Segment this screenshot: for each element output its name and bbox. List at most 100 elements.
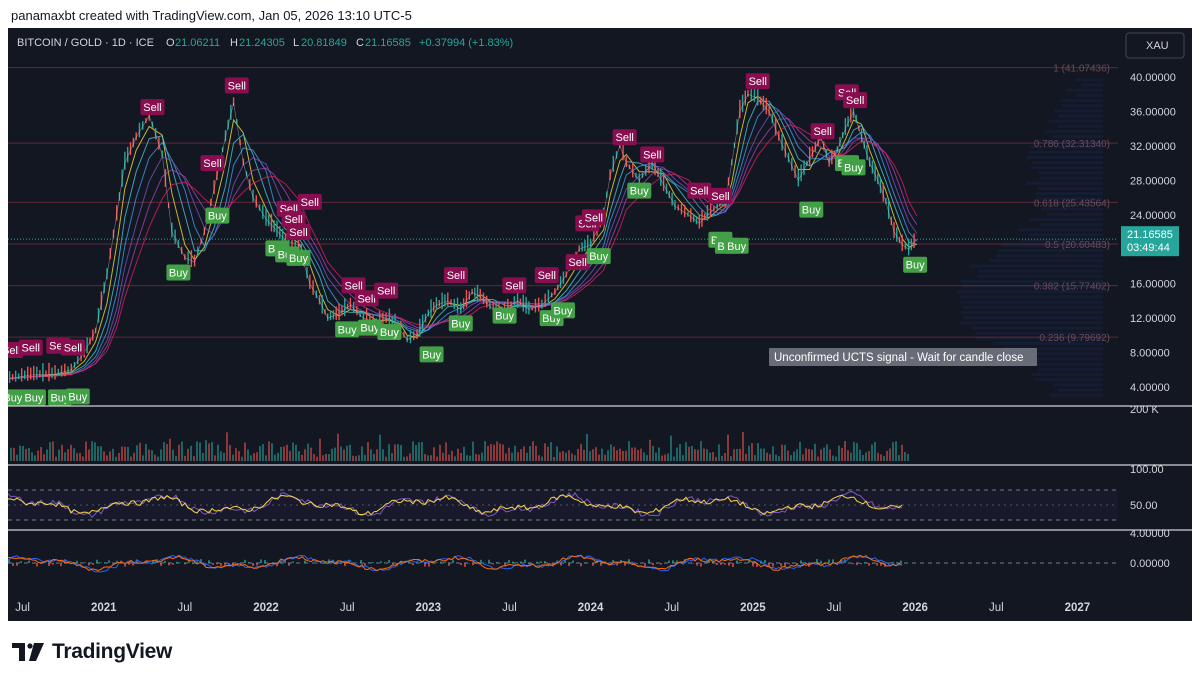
- macd-histogram-bar: [160, 563, 162, 566]
- macd-histogram-bar: [96, 559, 98, 563]
- volume-bar: [838, 445, 840, 461]
- time-axis-tick: 2024: [578, 602, 604, 614]
- sell-signal-box: [843, 92, 868, 109]
- sell-signal-box: [687, 182, 712, 199]
- symbol-badge-box[interactable]: [1125, 32, 1185, 59]
- volume-bar: [541, 456, 543, 461]
- volume-bar: [865, 452, 867, 461]
- volume-bar: [52, 441, 54, 461]
- volume-bar: [352, 455, 354, 461]
- buy-signal-label: Buy: [360, 323, 379, 335]
- volume-bar: [115, 456, 117, 461]
- volume-bar: [538, 455, 540, 461]
- volume-bar: [241, 456, 243, 461]
- rsi-ma-line: [8, 494, 903, 516]
- volume-bar: [877, 452, 879, 461]
- buy-signal-box: [357, 319, 382, 336]
- volume-bar: [847, 450, 849, 461]
- macd-histogram-bar: [352, 563, 354, 564]
- volume-bar: [859, 449, 861, 461]
- volume-bar: [343, 449, 345, 461]
- ohlc-low-label: L: [293, 37, 299, 49]
- sell-signal-box: [140, 99, 165, 116]
- macd-histogram-bar: [852, 563, 854, 565]
- buy-signal-box: [724, 237, 749, 254]
- volume-bar: [514, 445, 516, 461]
- volume-bar: [49, 442, 51, 461]
- volume-bar: [217, 444, 219, 461]
- time-axis-tick: Jul: [989, 602, 1004, 614]
- volume-bar: [883, 455, 885, 461]
- volume-bar: [604, 454, 606, 461]
- price-axis[interactable]: 40.00000 36.00000 32.00000 28.00000 24.00000…: [1130, 72, 1176, 394]
- macd-histogram-bar: [676, 560, 678, 563]
- volume-profile-bar: [1021, 238, 1103, 242]
- volume-bar: [463, 446, 465, 461]
- volume-bar: [751, 443, 753, 461]
- time-axis-tick: Jul: [664, 602, 679, 614]
- volume-bar: [148, 449, 150, 461]
- volume-bar: [235, 448, 237, 461]
- sell-signal-box: [281, 211, 306, 228]
- macd-histogram-bar: [304, 560, 306, 563]
- volume-bar: [853, 441, 855, 461]
- volume-bar: [760, 448, 762, 461]
- sell-signal-box: [341, 277, 366, 294]
- volume-bar: [553, 456, 555, 461]
- volume-bar: [736, 449, 738, 461]
- volume-bar: [712, 452, 714, 461]
- sell-signal-box: [224, 77, 249, 94]
- volume-bar: [451, 450, 453, 461]
- tradingview-brand: TradingView: [52, 640, 173, 663]
- volume-bar: [202, 452, 204, 461]
- chart-svg[interactable]: BITCOIN / GOLD · 1D · ICE O 21.06211 H 2…: [0, 28, 1192, 621]
- volume-pane: [10, 432, 909, 461]
- volume-bar: [70, 444, 72, 461]
- time-axis[interactable]: Jul 2021 Jul 2022 Jul 2023 Jul 2024 Jul 2025 Jul 20…: [15, 602, 1090, 614]
- volume-profile-bar: [995, 254, 1103, 258]
- volume-bar: [475, 454, 477, 461]
- volume-bar: [334, 447, 336, 461]
- volume-bar: [901, 444, 903, 461]
- volume-bar: [697, 449, 699, 461]
- volume-bar: [169, 438, 171, 461]
- volume-profile-bar: [1044, 130, 1103, 134]
- volume-bar: [784, 444, 786, 461]
- volume-bar: [220, 451, 222, 461]
- macd-histogram-bar: [64, 559, 66, 563]
- volume-bar: [448, 454, 450, 461]
- volume-bar: [469, 455, 471, 461]
- volume-bar: [592, 449, 594, 461]
- buy-signal-label: Buy: [906, 260, 925, 272]
- volume-bar: [283, 446, 285, 461]
- volume-bar: [64, 452, 66, 461]
- volume-bar: [73, 448, 75, 461]
- volume-bar: [436, 456, 438, 461]
- volume-bar: [868, 451, 870, 461]
- volume-bar: [601, 448, 603, 461]
- volume-bar: [61, 444, 63, 461]
- volume-bar: [559, 452, 561, 461]
- volume-bar: [19, 445, 21, 461]
- chart-area[interactable]: BITCOIN / GOLD · 1D · ICE O 21.06211 H 2…: [0, 28, 1192, 621]
- sell-signal-box: [745, 73, 770, 90]
- buy-signal-box: [492, 307, 517, 324]
- volume-bar: [214, 455, 216, 461]
- macd-histogram-bar: [788, 563, 790, 565]
- volume-bar: [781, 444, 783, 461]
- volume-bar: [154, 454, 156, 461]
- volume-profile-bar: [1031, 145, 1103, 149]
- volume-profile-bar: [1075, 93, 1103, 97]
- buy-signal-label: Buy: [630, 186, 649, 198]
- macd-histogram-bar: [568, 563, 570, 567]
- symbol-badge[interactable]: XAU: [1125, 32, 1185, 59]
- time-axis-tick: Jul: [340, 602, 355, 614]
- volume-bar: [895, 441, 897, 461]
- volume-bar: [358, 455, 360, 461]
- volume-bar: [298, 451, 300, 461]
- volume-bar: [493, 444, 495, 461]
- volume-bar: [589, 451, 591, 461]
- sell-signal-box: [374, 282, 399, 299]
- macd-histogram-bar: [764, 559, 766, 563]
- volume-bar: [391, 453, 393, 461]
